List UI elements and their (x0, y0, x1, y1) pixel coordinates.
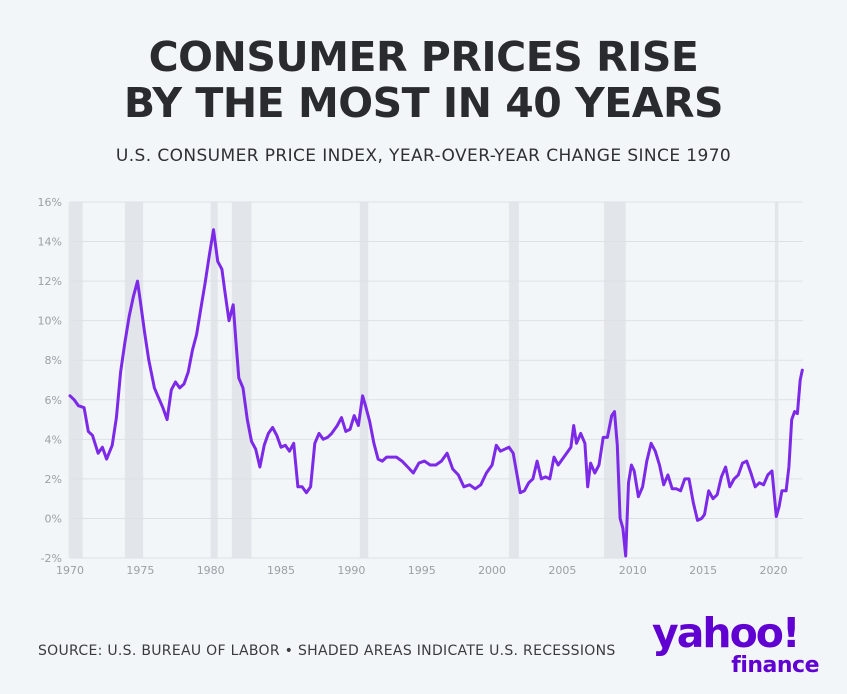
y-tick-label: 12% (38, 275, 62, 288)
chart-title: CONSUMER PRICES RISE BY THE MOST IN 40 Y… (0, 34, 847, 126)
x-tick-label: 1970 (56, 564, 84, 577)
x-tick-label: 1980 (197, 564, 225, 577)
x-tick-label: 1985 (267, 564, 295, 577)
y-tick-label: 14% (38, 236, 62, 249)
recession-band-4 (359, 202, 369, 558)
cpi-series-line (68, 228, 804, 558)
recession-shading (68, 202, 779, 558)
x-tick-label: 1995 (408, 564, 436, 577)
chart-title-line-1: CONSUMER PRICES RISE (148, 33, 699, 81)
y-axis-ticks: 16% 14% 12% 10% 8% 6% 4% 2% 0% -2% (38, 196, 62, 565)
x-tick-label: 1975 (126, 564, 154, 577)
x-tick-label: 2010 (619, 564, 647, 577)
recession-band-7 (774, 202, 779, 558)
y-tick-label: -2% (41, 552, 62, 565)
logo-wordmark: yahoo! (652, 609, 801, 657)
x-tick-label: 2005 (548, 564, 576, 577)
recession-band-6 (603, 202, 626, 558)
y-tick-label: 10% (38, 315, 62, 328)
y-tick-label: 6% (45, 394, 62, 407)
yahoo-finance-logo: yahoo! finance (652, 609, 827, 685)
x-tick-label: 2000 (478, 564, 506, 577)
x-axis-ticks: 1970 1975 1980 1985 1990 1995 2000 2005 2010 2015… (56, 564, 787, 577)
cpi-line-chart: 16%14%12%10%8%6%4%2%0%-2% 1970 1975 1980 19… (38, 196, 804, 577)
recession-band-0 (68, 202, 83, 558)
y-tick-label: 0% (45, 512, 62, 525)
recession-band-5 (508, 202, 519, 558)
chart-subtitle: U.S. CONSUMER PRICE INDEX, YEAR-OVER-YEA… (115, 146, 732, 166)
source-note: SOURCE: U.S. BUREAU OF LABOR • SHADED AR… (38, 643, 616, 659)
y-tick-label: 16% (38, 196, 62, 209)
x-tick-label: 2015 (689, 564, 717, 577)
recession-band-3 (231, 202, 252, 558)
grid-lines (70, 201, 803, 559)
series-layer (68, 228, 804, 558)
y-tick-label: 2% (45, 473, 62, 486)
logo-sub-wordmark: finance (731, 653, 819, 678)
x-tick-label: 1990 (337, 564, 365, 577)
recession-band-2 (210, 202, 218, 558)
x-tick-label: 2020 (759, 564, 787, 577)
y-tick-label: 4% (45, 433, 62, 446)
chart-title-line-2: BY THE MOST IN 40 YEARS (123, 79, 724, 127)
y-tick-label: 8% (45, 354, 62, 367)
recession-band-1 (124, 202, 144, 558)
